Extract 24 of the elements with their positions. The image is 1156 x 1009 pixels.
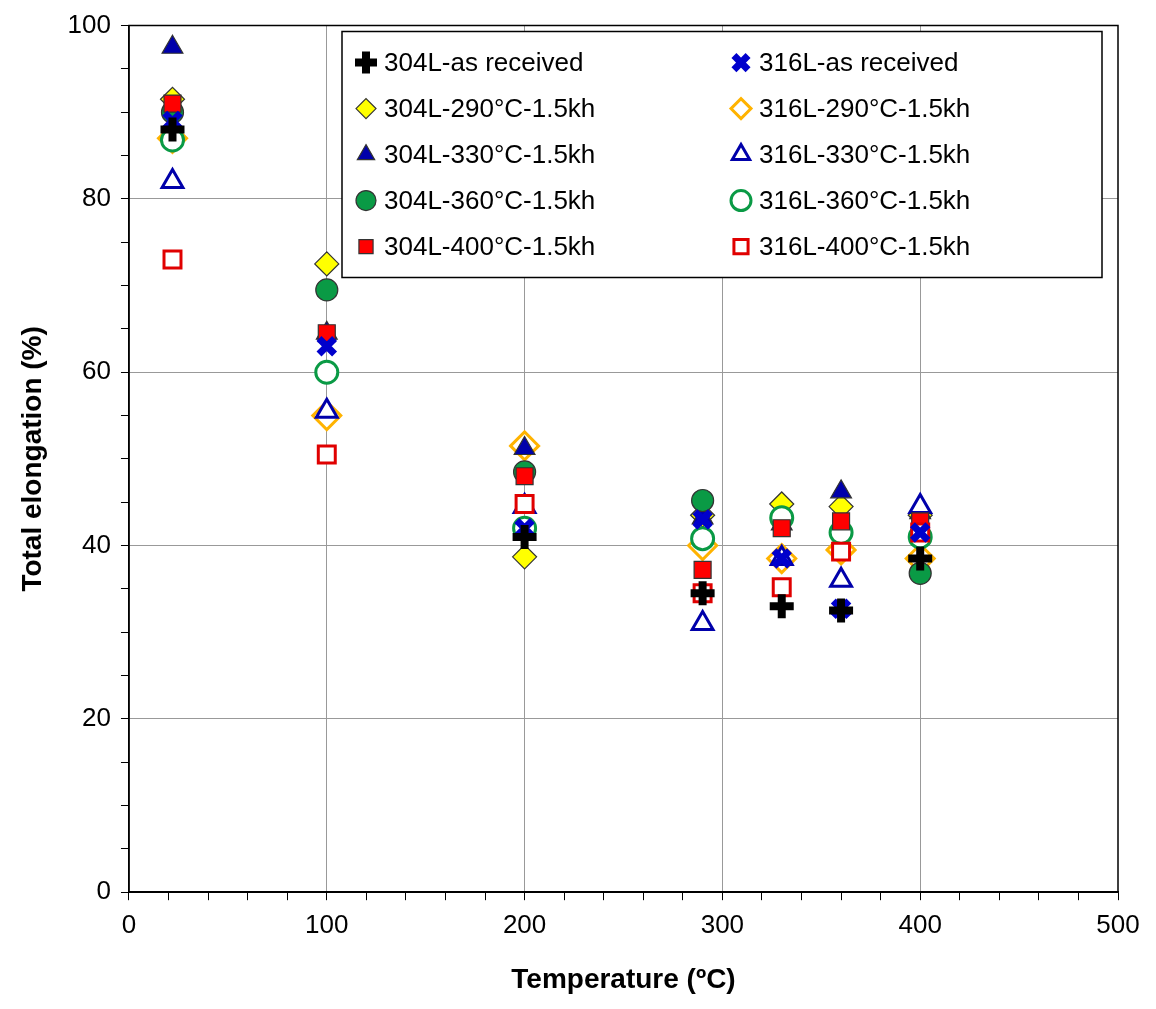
legend-label: 316L-360°C-1.5kh	[759, 184, 971, 215]
x-tick-label: 300	[700, 908, 745, 939]
legend-label: 304L-330°C-1.5kh	[384, 138, 596, 169]
legend-label: 304L-as received	[384, 46, 584, 77]
legend-label: 304L-360°C-1.5kh	[384, 184, 596, 215]
legend-label: 316L-as received	[759, 46, 959, 77]
legend-label: 316L-400°C-1.5kh	[759, 230, 971, 261]
x-tick-label: 0	[121, 908, 137, 939]
y-tick-label: 0	[96, 875, 111, 906]
y-tick-label: 20	[82, 702, 111, 733]
y-tick-label: 40	[82, 528, 111, 559]
x-tick-label: 100	[305, 908, 349, 939]
y-tick-label: 60	[82, 355, 111, 386]
y-tick-label: 100	[67, 8, 111, 39]
x-axis-title: Temperature (ºC)	[511, 962, 736, 994]
x-tick-label: 500	[1096, 908, 1140, 939]
x-tick-label: 200	[502, 908, 547, 939]
legend-label: 304L-290°C-1.5kh	[384, 92, 596, 123]
legend-label: 316L-290°C-1.5kh	[759, 92, 971, 123]
x-tick-label: 400	[898, 908, 942, 939]
legend-label: 304L-400°C-1.5kh	[384, 230, 596, 261]
y-tick-label: 80	[82, 182, 111, 213]
y-axis-title: Total elongation (%)	[15, 326, 47, 592]
legend-label: 316L-330°C-1.5kh	[759, 138, 971, 169]
